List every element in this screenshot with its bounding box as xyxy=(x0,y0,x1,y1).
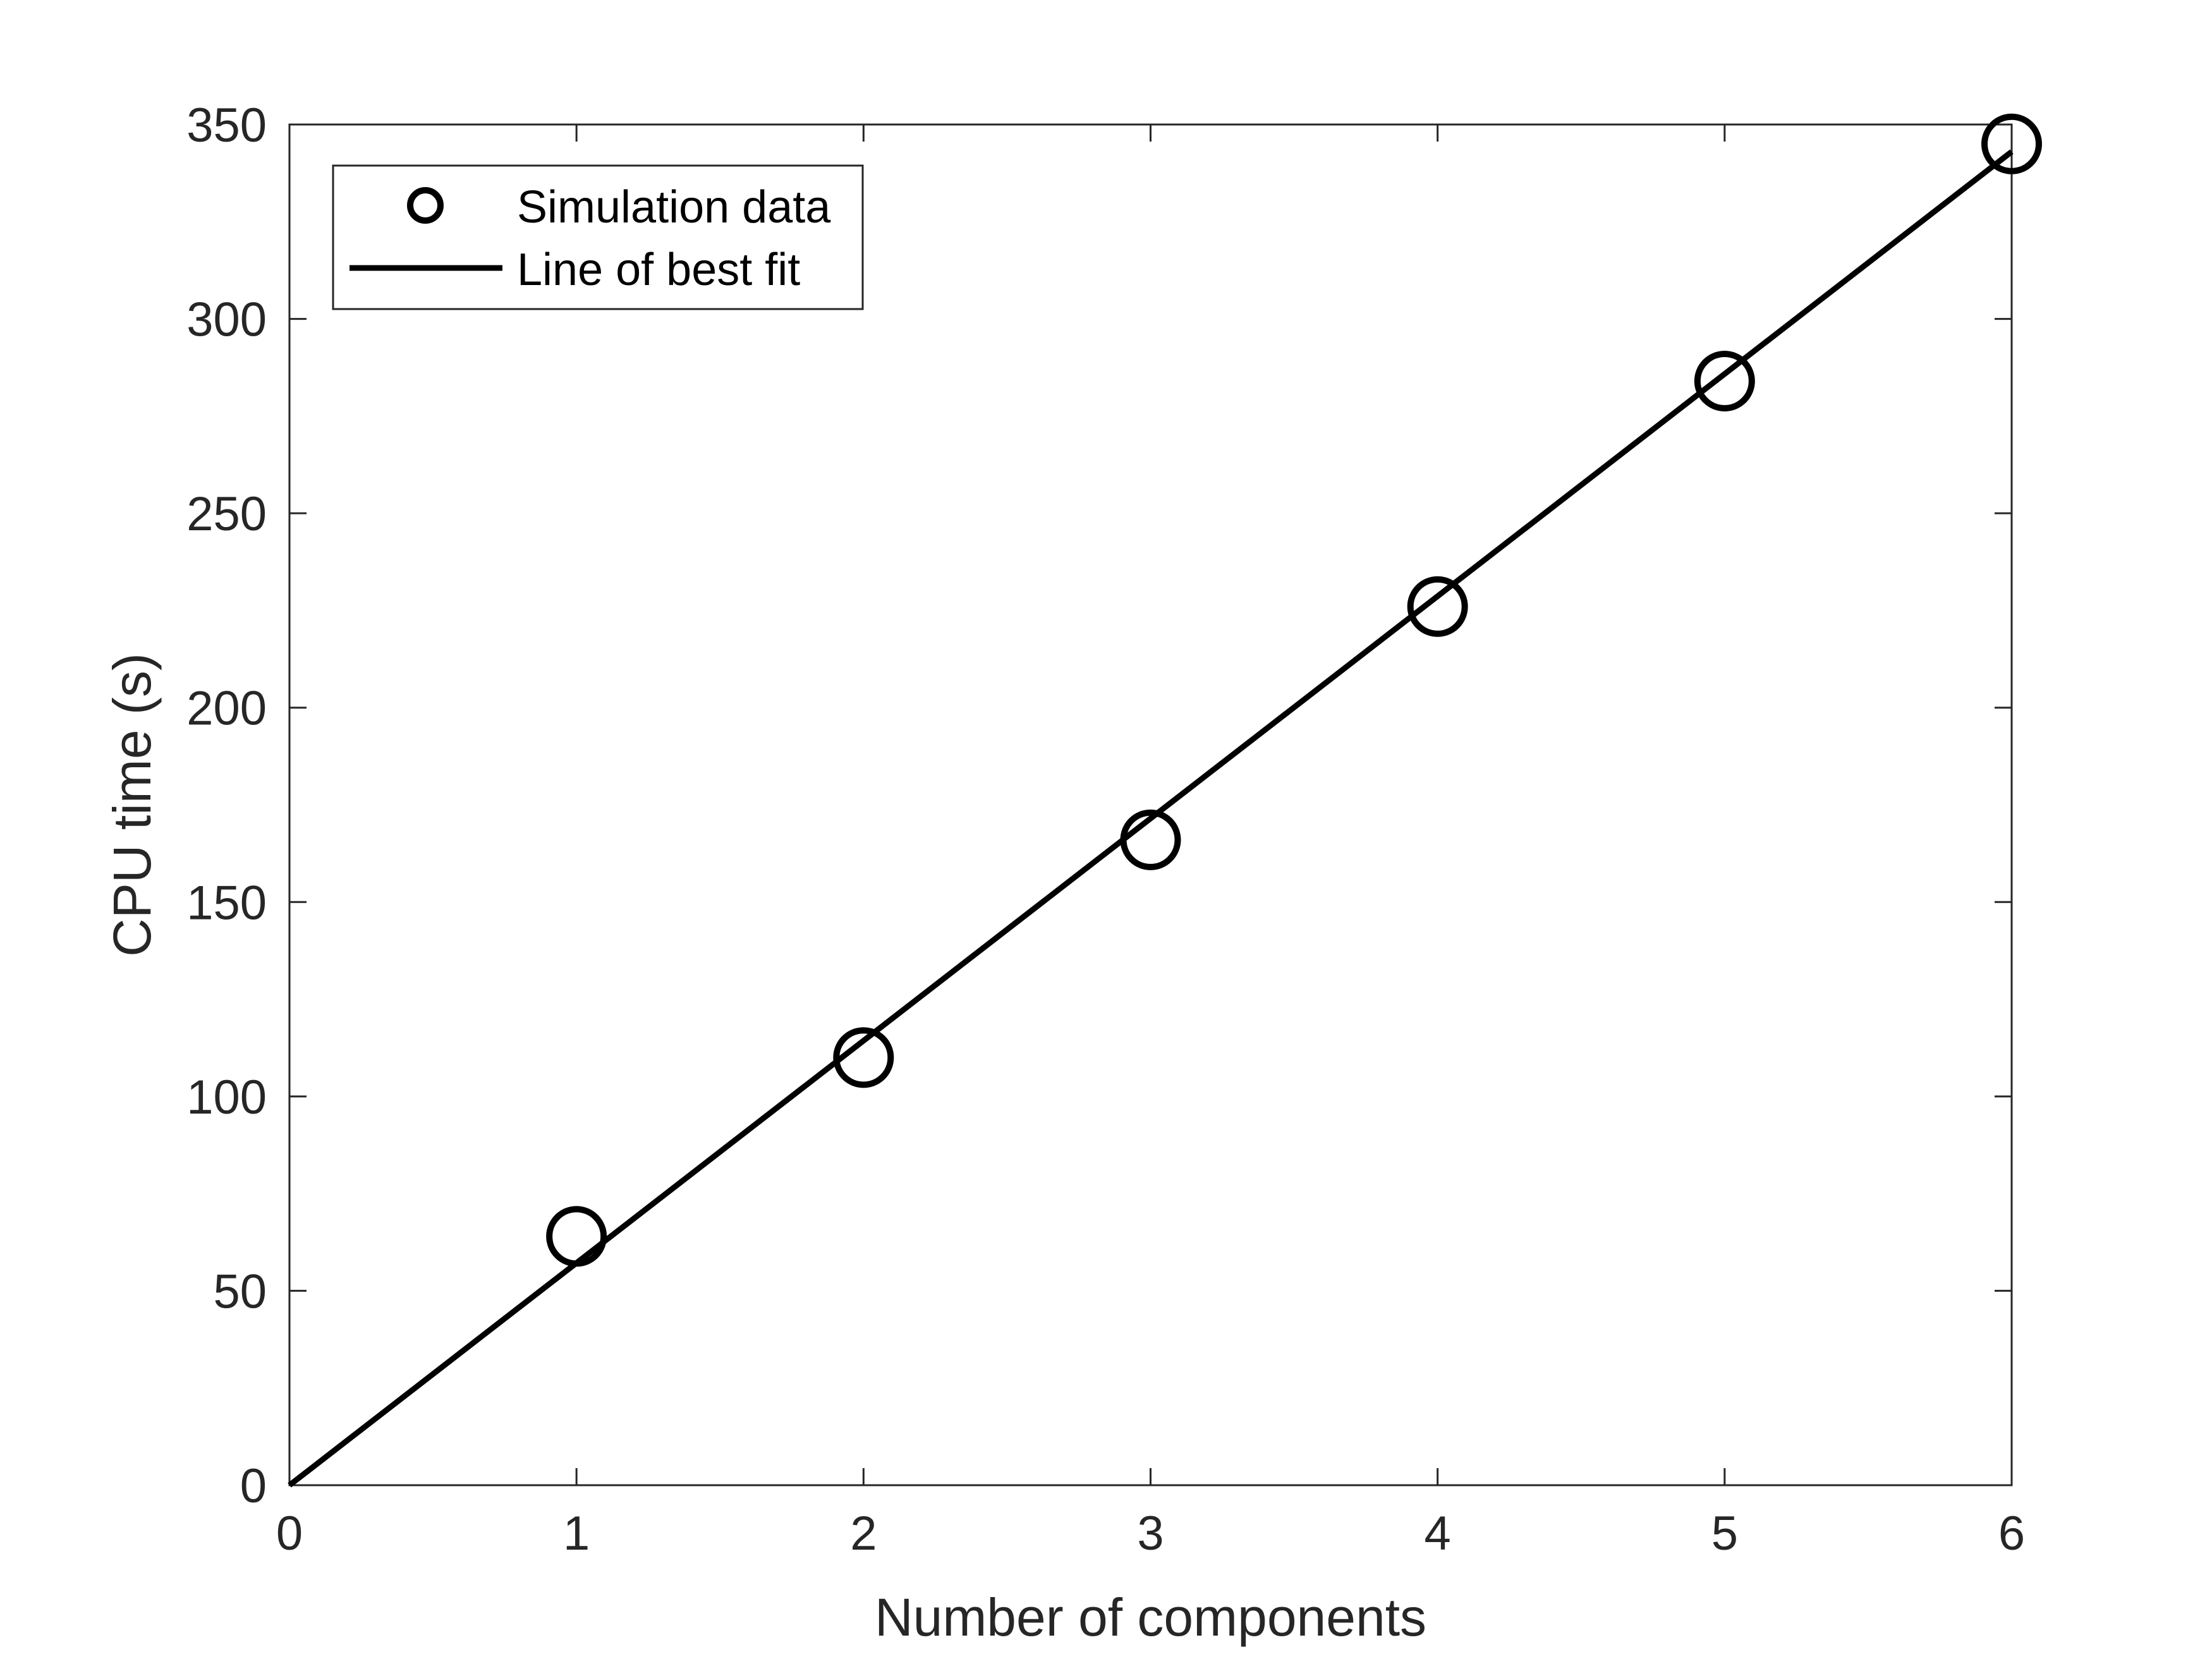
legend-entry-simulation-data: Simulation data xyxy=(517,182,831,233)
x-axis: 0 1 2 3 4 5 6 xyxy=(276,125,2025,1560)
x-axis-label: Number of components xyxy=(875,1588,1426,1647)
series-layer xyxy=(288,113,2042,1488)
plot-area xyxy=(288,123,2013,1486)
x-tick-label: 6 xyxy=(1998,1507,2025,1560)
data-point xyxy=(833,1027,894,1088)
legend-marker-simulation-data xyxy=(407,187,444,224)
data-point xyxy=(1694,350,1755,411)
x-tick-label: 3 xyxy=(1137,1507,1164,1560)
x-tick-label: 1 xyxy=(563,1507,590,1560)
legend: Simulation data Line of best fit xyxy=(332,164,864,310)
y-axis-label: CPU time (s) xyxy=(102,653,162,957)
y-tick-label: 150 xyxy=(186,876,267,930)
x-tick-label: 2 xyxy=(850,1507,877,1560)
y-tick-label: 0 xyxy=(240,1459,267,1513)
x-tick-label: 0 xyxy=(276,1507,303,1560)
data-point xyxy=(546,1206,607,1267)
y-tick-label: 100 xyxy=(186,1071,267,1124)
y-axis: 0 50 100 150 200 250 300 350 xyxy=(186,99,2012,1513)
y-tick-label: 200 xyxy=(186,682,267,736)
data-point xyxy=(1981,113,2042,174)
x-tick-label: 5 xyxy=(1711,1507,1738,1560)
x-tick-label: 4 xyxy=(1425,1507,1451,1560)
data-point xyxy=(1407,576,1468,637)
y-tick-label: 300 xyxy=(186,293,267,347)
y-tick-label: 350 xyxy=(186,99,267,152)
legend-entry-line-of-best-fit: Line of best fit xyxy=(517,245,800,295)
data-point xyxy=(1120,809,1181,870)
y-tick-label: 250 xyxy=(186,487,267,541)
axes-box xyxy=(288,123,2013,1486)
y-tick-label: 50 xyxy=(213,1265,267,1318)
